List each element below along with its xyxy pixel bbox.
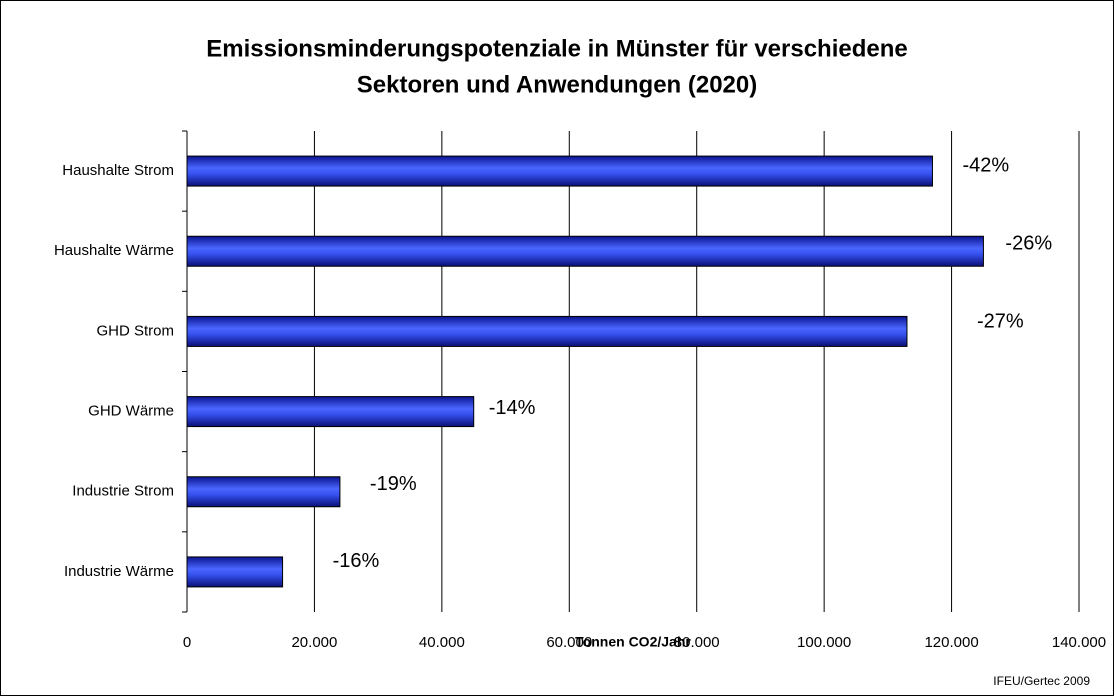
bar xyxy=(186,235,984,267)
annotation: -26% xyxy=(1005,233,1052,255)
x-tick-label: 0 xyxy=(183,634,191,651)
x-tick-label: 120.000 xyxy=(924,634,978,651)
annotation: -42% xyxy=(962,154,1009,176)
bar xyxy=(186,476,341,508)
annotation: -19% xyxy=(370,473,417,495)
y-tick-label: Industrie Strom xyxy=(72,483,174,500)
annotation: -27% xyxy=(977,311,1024,333)
y-tick-label: GHD Strom xyxy=(96,322,174,339)
bar xyxy=(186,396,475,428)
x-tick-label: 100.000 xyxy=(797,634,851,651)
x-tick-label: 40.000 xyxy=(419,634,465,651)
annotation: -16% xyxy=(333,550,380,572)
chart-title: Emissionsminderungspotenziale in Münster… xyxy=(206,35,908,62)
y-tick-label: Industrie Wärme xyxy=(64,563,174,580)
y-tick-label: GHD Wärme xyxy=(88,403,174,420)
x-axis-label: Tonnen CO2/Jahr xyxy=(575,634,691,650)
x-tick-label: 60.000 xyxy=(546,634,592,651)
bar xyxy=(186,155,933,187)
annotation: -14% xyxy=(489,397,536,419)
bar xyxy=(186,556,284,588)
x-tick-label: 80.000 xyxy=(674,634,720,651)
y-tick-label: Haushalte Strom xyxy=(62,162,174,179)
x-tick-label: 140.000 xyxy=(1052,634,1106,651)
y-tick-label: Haushalte Wärme xyxy=(54,242,174,259)
x-tick-label: 20.000 xyxy=(291,634,337,651)
chart-title: Sektoren und Anwendungen (2020) xyxy=(357,71,758,98)
bar xyxy=(186,315,908,347)
source: IFEU/Gertec 2009 xyxy=(993,674,1090,688)
